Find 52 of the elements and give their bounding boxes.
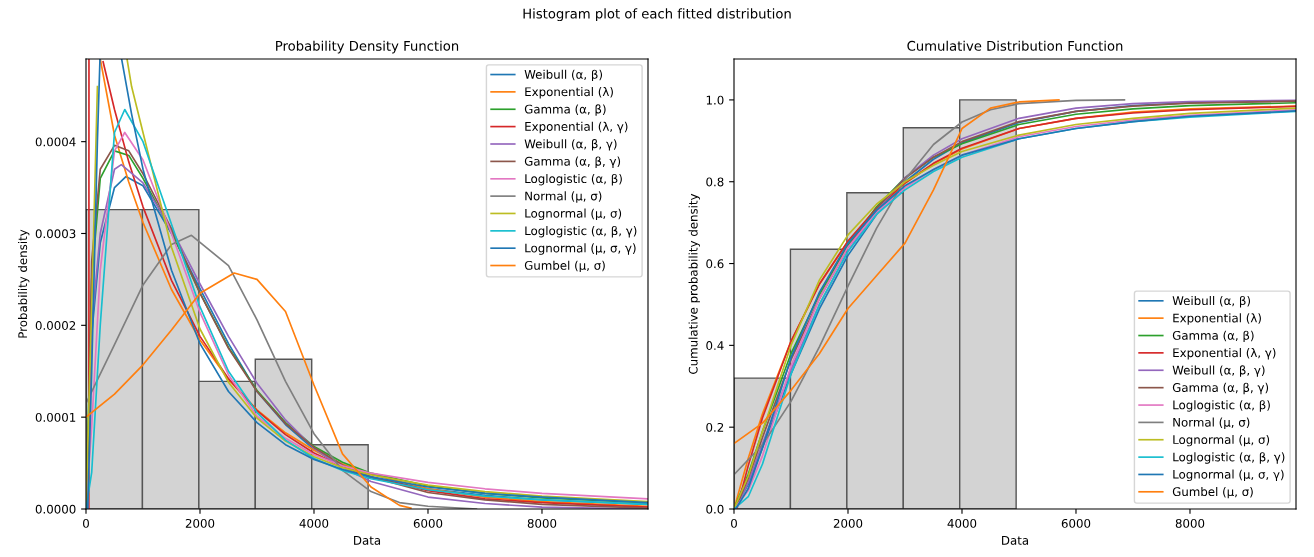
y-axis-title: Cumulative probability density <box>688 193 700 374</box>
x-tick-label: 2000 <box>833 518 863 528</box>
legend-label: Loglogistic (α, β, γ) <box>1173 452 1285 464</box>
x-tick-label: 4000 <box>299 518 329 528</box>
y-tick-label: 0.8 <box>706 177 724 187</box>
legend-label: Normal (μ, σ) <box>525 191 602 203</box>
x-tick-label: 6000 <box>1061 518 1091 528</box>
legend-label: Gamma (α, β, γ) <box>524 156 621 168</box>
legend-label: Loglogistic (α, β) <box>525 173 622 186</box>
legend-label: Loglogistic (α, β, γ) <box>525 225 637 238</box>
x-tick-label: 0 <box>731 518 737 528</box>
legend-label: Exponential (λ) <box>1173 313 1261 325</box>
y-tick-label: 0.6 <box>706 259 724 269</box>
x-tick-label: 0 <box>83 518 89 528</box>
legend-label: Exponential (λ) <box>525 87 613 99</box>
y-tick-label: 0.4 <box>706 341 724 351</box>
y-tick-label: 0.0001 <box>35 412 76 422</box>
legend-label: Lognormal (μ, σ, γ) <box>1173 469 1284 482</box>
y-tick-label: 0.0003 <box>35 229 76 239</box>
legend-label: Lognormal (μ, σ, γ) <box>525 243 636 255</box>
legend-label: Gumbel (μ, σ) <box>1172 486 1253 499</box>
y-axis-title: Probability density <box>17 229 30 338</box>
x-tick-label: 4000 <box>947 518 977 528</box>
x-tick-label: 2000 <box>185 518 215 528</box>
text: Histogram plot of each fitted distribution <box>523 8 791 22</box>
x-tick-label: 6000 <box>413 518 443 528</box>
legend-label: Exponential (λ, γ) <box>1173 348 1276 360</box>
y-tick-label: 0.0002 <box>35 321 76 330</box>
chart-title: Probability Density Function <box>276 40 459 54</box>
y-tick-label: 0.0000 <box>35 504 76 514</box>
x-axis-title: Data <box>1002 536 1029 545</box>
x-tick-label: 8000 <box>527 518 557 528</box>
x-axis-title: Data <box>354 536 381 545</box>
legend-label: Normal (μ, σ) <box>1173 417 1250 429</box>
legend-label: Gumbel (μ, σ) <box>524 260 605 273</box>
legend-label: Weibull (α, β) <box>1172 295 1251 308</box>
chart-title: Cumulative Distribution Function <box>907 40 1123 51</box>
y-tick-label: 1.0 <box>706 95 724 105</box>
legend-label: Loglogistic (α, β) <box>1173 400 1270 412</box>
legend-label: Weibull (α, β, γ) <box>524 139 617 151</box>
y-tick-label: 0.0 <box>706 504 724 514</box>
legend-label: Lognormal (μ, σ) <box>1173 434 1270 447</box>
legend-label: Gamma (α, β) <box>524 104 606 116</box>
legend-label: Gamma (α, β, γ) <box>1172 382 1269 395</box>
legend-label: Gamma (α, β) <box>1172 330 1254 343</box>
legend-label: Exponential (λ, γ) <box>525 121 628 134</box>
y-tick-label: 0.2 <box>706 422 724 432</box>
legend-label: Weibull (α, β, γ) <box>1172 365 1265 377</box>
legend-label: Lognormal (μ, σ) <box>525 208 622 221</box>
legend-label: Weibull (α, β) <box>524 69 603 82</box>
y-tick-label: 0.0004 <box>35 137 76 147</box>
x-tick-label: 8000 <box>1175 518 1205 528</box>
